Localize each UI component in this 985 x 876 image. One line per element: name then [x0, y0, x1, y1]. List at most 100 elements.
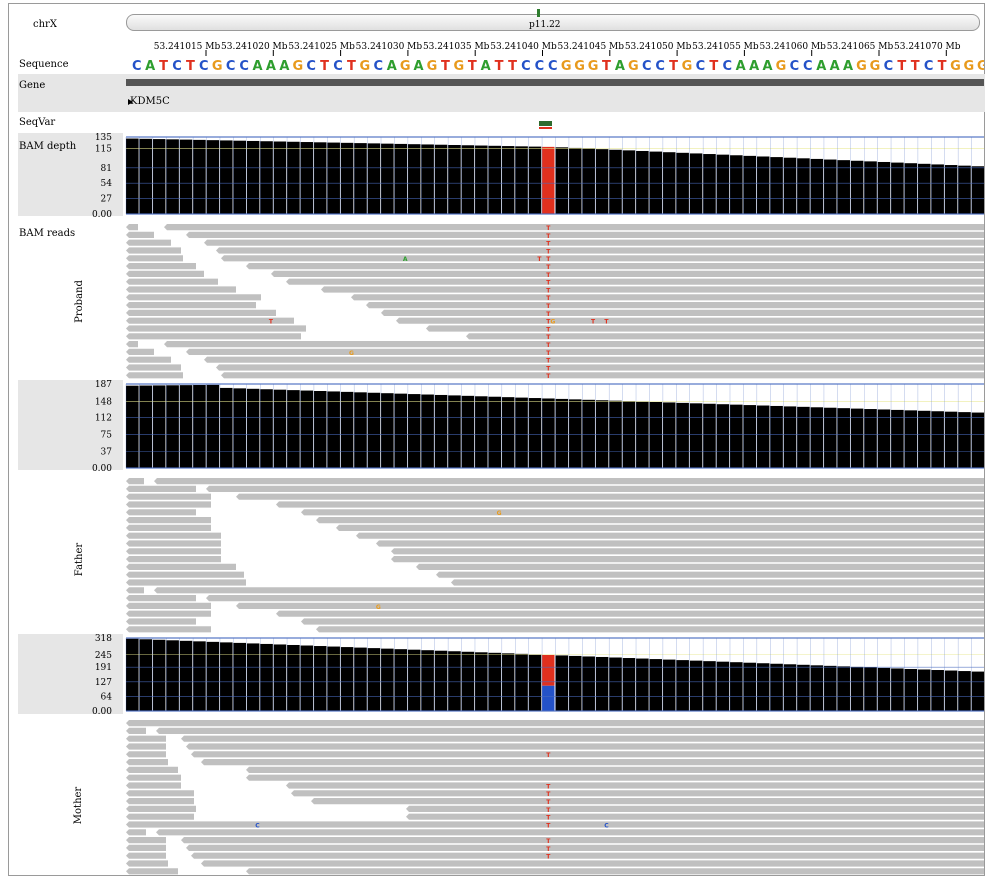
coverage-bar: [488, 145, 502, 214]
aligned-read: [221, 255, 984, 262]
aligned-read: [126, 356, 171, 363]
gene-name[interactable]: KDM5C: [130, 96, 170, 107]
aligned-read: [126, 302, 256, 309]
aligned-read: [156, 727, 984, 734]
aligned-read: [126, 532, 221, 539]
sequence-base: G: [292, 59, 303, 74]
bam-depth-label[interactable]: BAM depth: [19, 141, 77, 152]
coverage-bar: [354, 143, 367, 214]
aligned-read: [126, 610, 211, 617]
aligned-read: [126, 720, 984, 727]
coverage-bar: [474, 396, 488, 468]
depth-tick-label: 127: [95, 678, 112, 688]
aligned-read: [126, 798, 194, 805]
coverage-bar: [770, 663, 783, 711]
sequence-base: T: [320, 59, 329, 74]
aligned-read: [191, 751, 984, 758]
read-variant-base: T: [546, 838, 551, 845]
chromosome-label[interactable]: chrX: [33, 19, 57, 30]
sequence-base: A: [749, 59, 759, 74]
aligned-read: [286, 782, 984, 789]
aligned-read: [126, 294, 261, 301]
sequence-base: C: [172, 59, 182, 74]
read-track-father: [126, 478, 984, 633]
aligned-read: [126, 782, 181, 789]
coverage-bar: [166, 640, 179, 711]
coverage-bar: [394, 143, 408, 214]
aligned-read: [316, 517, 984, 524]
coverage-bar: [797, 664, 810, 711]
coverage-bar: [260, 389, 273, 468]
sequence-base: C: [696, 59, 706, 74]
coverage-bar: [313, 391, 327, 468]
coverage-bar: [126, 385, 139, 468]
ruler-tick-label: 53.241015 Mb: [154, 42, 221, 52]
coverage-bar: [233, 140, 246, 214]
coverage-bar: [582, 656, 595, 711]
coverage-bar: [877, 667, 891, 711]
aligned-read: [126, 602, 211, 609]
coverage-bar: [287, 141, 300, 214]
coverage-bar: [367, 143, 381, 214]
coverage-bar: [595, 656, 609, 711]
coverage-bar: [917, 669, 931, 711]
coverage-bar-variant: [542, 146, 555, 214]
gene-track-label[interactable]: Gene: [19, 80, 46, 91]
read-mismatch-base: T: [537, 256, 542, 263]
coverage-bar: [662, 402, 676, 468]
sequence-base: C: [226, 59, 236, 74]
coverage-bar: [179, 640, 193, 711]
aligned-read: [126, 790, 194, 797]
aligned-read: [204, 239, 984, 246]
coverage-bar: [206, 641, 220, 711]
aligned-read: [126, 364, 181, 371]
aligned-read: [126, 618, 196, 625]
bam-reads-label[interactable]: BAM reads: [19, 228, 76, 239]
read-variant-base: T: [546, 815, 551, 822]
coverage-bar: [448, 651, 461, 711]
coverage-bar: [407, 394, 421, 468]
coverage-bar: [756, 663, 770, 711]
coverage-bar: [864, 161, 877, 214]
read-variant-base: T: [546, 799, 551, 806]
coverage-bar: [461, 145, 475, 214]
aligned-read: [126, 317, 294, 324]
coverage-bar: [971, 412, 984, 468]
coverage-bar: [850, 666, 864, 711]
coverage-bar: [917, 410, 931, 468]
sequence-base: G: [682, 59, 693, 74]
aligned-read: [201, 759, 984, 766]
coverage-bar: [971, 671, 984, 711]
bam-depth-bg-mother: [18, 634, 123, 714]
coverage-bar: [689, 660, 703, 711]
sequence-base: C: [374, 59, 384, 74]
coverage-bar: [139, 138, 153, 214]
sequence-base: G: [856, 59, 867, 74]
read-variant-base: T: [546, 287, 551, 294]
coverage-bar: [568, 147, 582, 214]
coverage-bar: [703, 154, 716, 214]
seqvar-track-label[interactable]: SeqVar: [19, 117, 56, 128]
sequence-base: T: [669, 59, 678, 74]
chromosome-ideogram[interactable]: [126, 14, 980, 31]
sequence-base: G: [977, 59, 984, 74]
aligned-read: [126, 524, 211, 531]
coverage-bar: [904, 668, 918, 711]
aligned-read: [126, 286, 236, 293]
aligned-read: [126, 766, 178, 773]
aligned-read: [126, 509, 196, 516]
aligned-read: [126, 821, 984, 828]
igv-track-canvas[interactable]: 53.241015 Mb 53.241020 Mb 53.241025 Mb 53.2…: [9, 4, 984, 875]
aligned-read: [126, 325, 306, 332]
aligned-read: [201, 860, 984, 867]
sequence-track-label[interactable]: Sequence: [19, 59, 69, 70]
sequence-base: T: [347, 59, 356, 74]
coverage-bar-variant-ref: [542, 685, 555, 711]
coverage-bar: [703, 661, 716, 711]
bam-depth-bg-father: [18, 380, 123, 470]
read-variant-base: T: [546, 319, 551, 326]
coverage-bar: [743, 405, 757, 468]
aligned-read: [126, 587, 144, 594]
read-variant-base: T: [546, 358, 551, 365]
coverage-bar: [219, 387, 233, 468]
